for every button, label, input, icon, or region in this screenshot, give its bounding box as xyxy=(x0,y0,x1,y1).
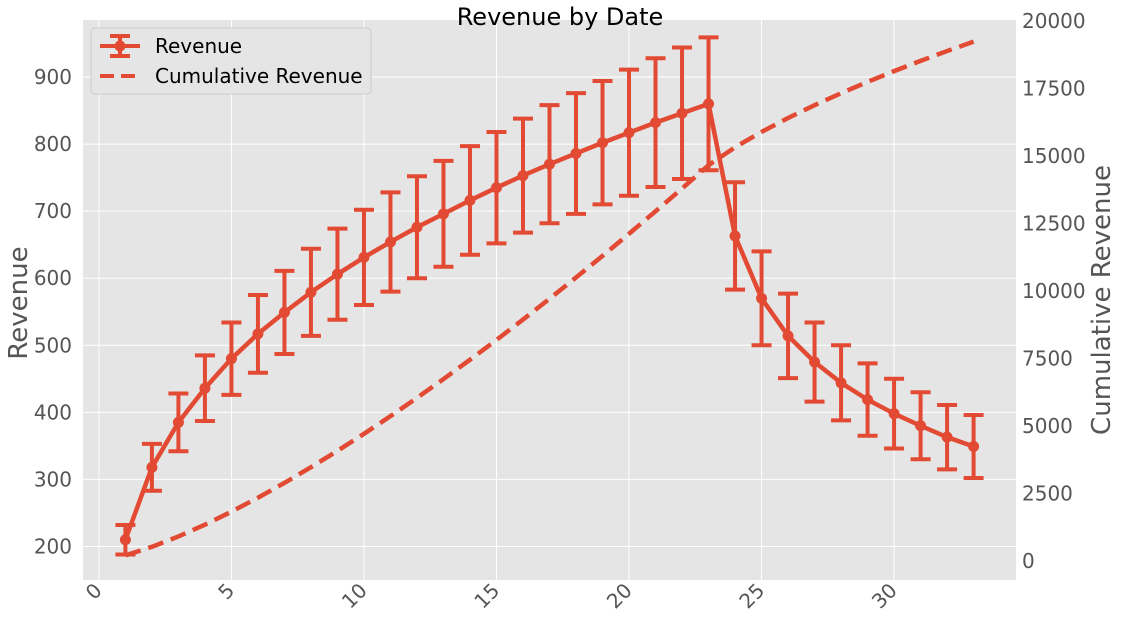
y2-tick-label-15000: 15000 xyxy=(1022,144,1086,168)
revenue-point-18 xyxy=(570,147,582,159)
y2-tick-label-7500: 7500 xyxy=(1022,346,1073,370)
revenue-point-11 xyxy=(384,236,396,248)
x-axis-ticks: 0 5 10 15 20 25 30 xyxy=(81,578,902,613)
revenue-point-16 xyxy=(517,170,529,182)
revenue-point-13 xyxy=(437,208,449,220)
chart-title: Revenue by Date xyxy=(457,3,664,31)
revenue-point-3 xyxy=(172,416,184,428)
revenue-point-22 xyxy=(676,107,688,119)
revenue-point-15 xyxy=(490,182,502,194)
revenue-point-1 xyxy=(119,534,131,546)
revenue-point-7 xyxy=(278,306,290,318)
y2-tick-label-5000: 5000 xyxy=(1022,414,1073,438)
revenue-point-4 xyxy=(199,382,211,394)
y2-tick-label-2500: 2500 xyxy=(1022,482,1073,506)
y2-axis-label: Cumulative Revenue xyxy=(1087,165,1117,435)
legend: Revenue Cumulative Revenue xyxy=(90,27,372,95)
revenue-point-31 xyxy=(915,420,927,432)
revenue-point-30 xyxy=(888,408,900,420)
revenue-point-20 xyxy=(623,127,635,139)
y2-axis-ticks: 0 2500 5000 7500 10000 12500 15000 17500 20000 xyxy=(1022,9,1086,573)
legend-swatch-revenue xyxy=(100,34,140,58)
y2-tick-label-17500: 17500 xyxy=(1022,76,1086,100)
revenue-point-27 xyxy=(809,356,821,368)
revenue-point-29 xyxy=(862,394,874,406)
legend-label-cumulative-revenue: Cumulative Revenue xyxy=(155,64,363,88)
revenue-point-10 xyxy=(358,251,370,263)
revenue-point-32 xyxy=(941,431,953,443)
revenue-series xyxy=(119,98,980,546)
y-tick-label-700: 700 xyxy=(34,199,72,223)
x-tick-label-25: 25 xyxy=(734,578,769,613)
y2-tick-label-20000: 20000 xyxy=(1022,9,1086,33)
revenue-point-9 xyxy=(331,268,343,280)
cumulative-revenue-series xyxy=(124,39,975,558)
y-tick-label-400: 400 xyxy=(34,400,72,424)
revenue-point-28 xyxy=(835,377,847,389)
x-tick-label-5: 5 xyxy=(213,578,239,604)
x-tick-label-15: 15 xyxy=(469,578,504,613)
revenue-point-33 xyxy=(968,441,980,453)
x-tick-label-10: 10 xyxy=(337,578,372,613)
revenue-point-24 xyxy=(729,230,741,242)
y-tick-label-200: 200 xyxy=(34,534,72,558)
y2-tick-label-10000: 10000 xyxy=(1022,279,1086,303)
revenue-point-23 xyxy=(703,98,715,110)
legend-box xyxy=(90,27,372,95)
revenue-point-21 xyxy=(650,117,662,129)
x-tick-label-30: 30 xyxy=(867,578,902,613)
legend-label-revenue: Revenue xyxy=(155,34,242,58)
y2-tick-label-0: 0 xyxy=(1022,549,1035,573)
x-tick-label-20: 20 xyxy=(602,578,637,613)
y-tick-label-300: 300 xyxy=(34,467,72,491)
y-axis-label: Revenue xyxy=(4,246,34,359)
revenue-point-19 xyxy=(597,137,609,149)
y-tick-label-800: 800 xyxy=(34,132,72,156)
revenue-point-17 xyxy=(544,158,555,170)
revenue-point-12 xyxy=(411,221,423,233)
revenue-point-14 xyxy=(464,194,476,206)
x-tick-label-0: 0 xyxy=(81,578,107,604)
revenue-point-26 xyxy=(782,330,794,342)
revenue-point-25 xyxy=(756,292,768,304)
y-tick-label-600: 600 xyxy=(34,266,72,290)
cumulative-revenue-line xyxy=(124,39,975,558)
y-tick-label-500: 500 xyxy=(34,333,72,357)
y-tick-label-900: 900 xyxy=(34,65,72,89)
revenue-point-5 xyxy=(225,353,237,365)
y-axis-ticks: 200 300 400 500 600 700 800 900 xyxy=(34,65,72,558)
y2-tick-label-12500: 12500 xyxy=(1022,211,1086,235)
revenue-point-6 xyxy=(252,328,264,340)
revenue-point-2 xyxy=(146,461,158,473)
revenue-point-8 xyxy=(305,286,317,298)
